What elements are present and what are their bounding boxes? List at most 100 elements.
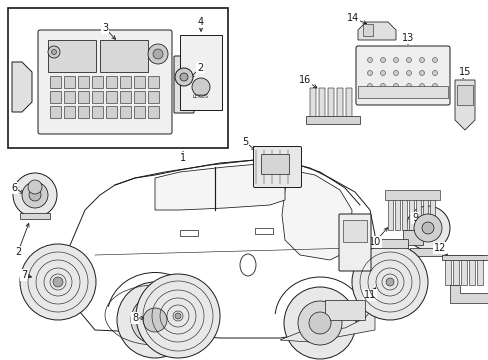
Circle shape xyxy=(148,44,168,64)
Bar xyxy=(387,195,392,230)
Bar xyxy=(476,255,482,285)
Bar xyxy=(394,195,399,230)
Bar xyxy=(342,220,366,242)
Circle shape xyxy=(413,214,441,242)
Bar xyxy=(64,76,75,88)
Circle shape xyxy=(308,312,330,334)
Circle shape xyxy=(351,244,427,320)
Circle shape xyxy=(13,173,57,217)
Circle shape xyxy=(385,278,393,286)
Text: 7: 7 xyxy=(21,270,27,280)
Circle shape xyxy=(380,71,385,76)
Text: 2: 2 xyxy=(15,247,21,257)
Polygon shape xyxy=(336,88,342,123)
Bar xyxy=(78,91,89,103)
Circle shape xyxy=(142,308,167,332)
Text: 3: 3 xyxy=(102,23,108,33)
Polygon shape xyxy=(454,80,474,130)
Circle shape xyxy=(20,244,96,320)
Polygon shape xyxy=(327,88,333,123)
Circle shape xyxy=(367,58,372,63)
Bar xyxy=(422,195,427,230)
Text: 8: 8 xyxy=(132,313,138,323)
Bar xyxy=(468,255,474,285)
Bar xyxy=(92,106,103,118)
Bar xyxy=(402,230,422,245)
Circle shape xyxy=(131,296,179,344)
Bar xyxy=(362,24,372,36)
Text: 12: 12 xyxy=(433,243,445,253)
Circle shape xyxy=(431,84,437,89)
Bar xyxy=(409,248,445,256)
Bar xyxy=(441,255,488,260)
Bar xyxy=(148,91,159,103)
Bar xyxy=(429,195,434,230)
Polygon shape xyxy=(346,88,351,123)
Circle shape xyxy=(22,182,48,208)
Circle shape xyxy=(53,277,63,287)
Text: 16: 16 xyxy=(298,75,310,85)
Bar xyxy=(180,230,198,236)
Circle shape xyxy=(406,84,411,89)
Bar xyxy=(106,91,117,103)
Circle shape xyxy=(380,58,385,63)
Bar xyxy=(444,255,450,285)
Text: 5: 5 xyxy=(242,137,247,147)
Text: 10: 10 xyxy=(368,237,380,247)
Circle shape xyxy=(419,58,424,63)
Circle shape xyxy=(406,71,411,76)
FancyBboxPatch shape xyxy=(338,214,370,271)
FancyBboxPatch shape xyxy=(371,239,407,248)
Circle shape xyxy=(28,180,42,194)
Bar xyxy=(8,8,227,148)
Polygon shape xyxy=(12,62,32,112)
Circle shape xyxy=(405,206,449,250)
Bar xyxy=(148,106,159,118)
Text: 13: 13 xyxy=(401,33,413,43)
Bar xyxy=(254,228,272,234)
Bar xyxy=(357,86,447,98)
Bar xyxy=(325,300,364,320)
Polygon shape xyxy=(309,88,315,123)
Bar xyxy=(134,91,145,103)
Circle shape xyxy=(192,78,209,96)
Bar xyxy=(180,35,222,110)
Polygon shape xyxy=(68,160,374,338)
Circle shape xyxy=(284,287,355,359)
Circle shape xyxy=(117,282,193,358)
Bar xyxy=(50,91,61,103)
Text: 14: 14 xyxy=(346,13,358,23)
Bar xyxy=(456,85,472,105)
Circle shape xyxy=(153,49,163,59)
Circle shape xyxy=(367,71,372,76)
Circle shape xyxy=(367,84,372,89)
FancyBboxPatch shape xyxy=(253,147,301,188)
Circle shape xyxy=(421,222,433,234)
Text: 1: 1 xyxy=(180,153,185,163)
Polygon shape xyxy=(357,22,395,40)
Text: 9: 9 xyxy=(411,213,417,223)
Bar xyxy=(78,106,89,118)
Circle shape xyxy=(406,58,411,63)
Text: 15: 15 xyxy=(458,67,470,77)
Circle shape xyxy=(175,313,181,319)
Text: 4: 4 xyxy=(198,17,203,27)
Bar xyxy=(415,195,420,230)
Ellipse shape xyxy=(240,254,256,276)
Bar xyxy=(148,76,159,88)
Circle shape xyxy=(380,84,385,89)
Bar xyxy=(106,76,117,88)
Bar xyxy=(120,76,131,88)
Polygon shape xyxy=(282,170,351,260)
Bar xyxy=(134,76,145,88)
Bar xyxy=(78,76,89,88)
Circle shape xyxy=(393,84,398,89)
FancyBboxPatch shape xyxy=(355,46,449,105)
Bar xyxy=(92,91,103,103)
Polygon shape xyxy=(449,285,488,303)
FancyBboxPatch shape xyxy=(38,30,172,134)
Polygon shape xyxy=(318,88,325,123)
Bar xyxy=(384,190,439,200)
Bar xyxy=(452,255,458,285)
Circle shape xyxy=(297,301,341,345)
